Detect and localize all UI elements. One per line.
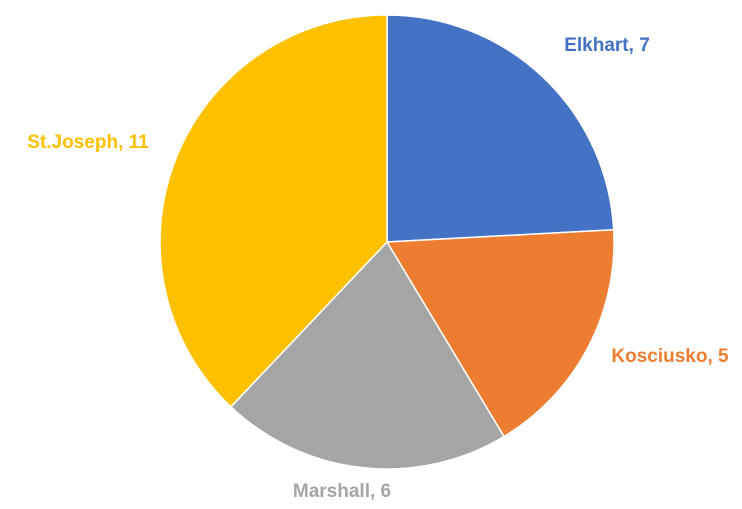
data-label-kosciusko: Kosciusko, 5	[611, 346, 729, 367]
pie-data-labels: Elkhart, 7 Kosciusko, 5 Marshall, 6 St.Jose…	[27, 35, 729, 502]
pie-slice-marshall	[230, 241, 505, 470]
data-label-st-joseph: St.Joseph, 11	[27, 132, 149, 153]
pie-slice-st-joseph	[159, 14, 388, 408]
pie-slice-kosciusko	[386, 228, 615, 438]
data-label-marshall: Marshall, 6	[293, 481, 391, 502]
data-label-elkhart: Elkhart, 7	[564, 35, 650, 56]
pie-slice-elkhart	[386, 14, 615, 243]
pie-slices	[159, 14, 615, 470]
